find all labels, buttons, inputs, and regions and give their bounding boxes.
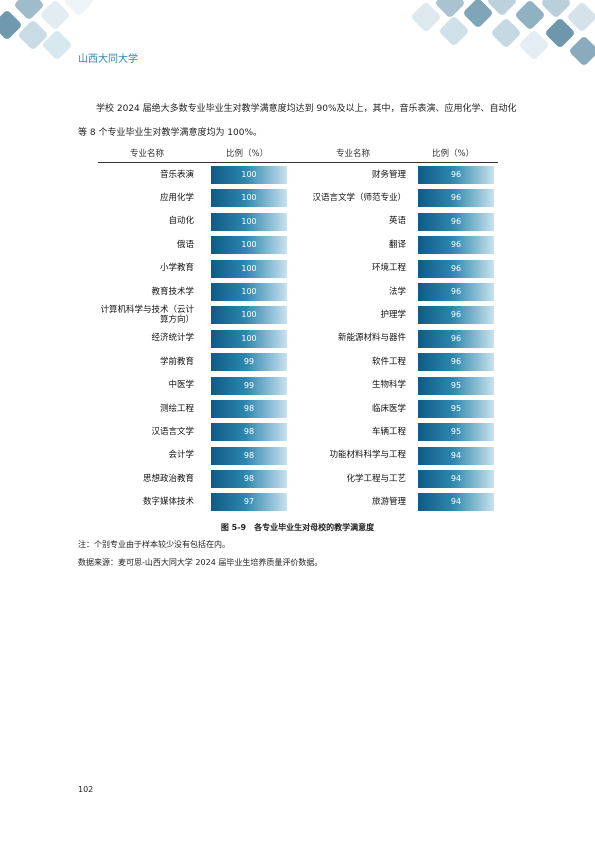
major-name: 护理学 [380, 310, 406, 321]
ratio-bar: 94 [418, 470, 494, 489]
ratio-bar: 94 [418, 493, 494, 512]
table-row: 音乐表演 100 财务管理 96 [98, 163, 498, 186]
major-name: 汉语言文学（师范专业） [312, 193, 406, 204]
ratio-bar: 99 [211, 353, 287, 372]
ratio-bar: 100 [211, 189, 287, 208]
table-row: 教育技术学 100 法学 96 [98, 280, 498, 303]
major-name: 功能材料科学与工程 [329, 450, 406, 461]
table-row: 应用化学 100 汉语言文学（师范专业） 96 [98, 186, 498, 209]
major-name: 财务管理 [371, 169, 406, 180]
table-row: 测绘工程 98 临床医学 95 [98, 397, 498, 420]
major-name: 会计学 [168, 450, 194, 461]
table-row: 小学教育 100 环境工程 96 [98, 257, 498, 280]
major-name: 旅游管理 [371, 497, 406, 508]
ratio-bar: 96 [418, 329, 494, 348]
major-name: 思想政治教育 [142, 473, 194, 484]
major-name: 学前教育 [159, 356, 194, 367]
major-name: 法学 [388, 286, 406, 297]
ratio-bar: 95 [418, 399, 494, 418]
major-name: 数字媒体技术 [142, 497, 194, 508]
ratio-bar: 94 [418, 446, 494, 465]
header-major-right: 专业名称 [336, 149, 371, 159]
major-name: 小学教育 [159, 263, 194, 274]
table-row: 中医学 99 生物科学 95 [98, 374, 498, 397]
table-row: 学前教育 99 软件工程 96 [98, 350, 498, 373]
major-name: 俄语 [176, 239, 194, 250]
header-ratio-right: 比例（%） [432, 149, 475, 159]
ratio-bar: 97 [211, 493, 287, 512]
page-number: 102 [78, 785, 94, 794]
major-name: 环境工程 [371, 263, 406, 274]
ratio-bar: 98 [211, 446, 287, 465]
ratio-bar: 100 [211, 329, 287, 348]
ratio-bar: 100 [211, 212, 287, 231]
major-name: 生物科学 [371, 380, 406, 391]
ratio-bar: 100 [211, 306, 287, 325]
table-body: 音乐表演 100 财务管理 96 应用化学 100 汉语言文学（师范专业） 96 自动化 100 英… [98, 163, 498, 514]
footnote: 注：个别专业由于样本较少没有包括在内。 [78, 540, 230, 549]
table-row: 俄语 100 翻译 96 [98, 233, 498, 256]
ratio-bar: 95 [418, 376, 494, 395]
table-row: 思想政治教育 98 化学工程与工艺 94 [98, 467, 498, 490]
ratio-bar: 96 [418, 353, 494, 372]
ratio-bar: 100 [211, 282, 287, 301]
major-name: 自动化 [168, 216, 194, 227]
major-name: 临床医学 [371, 403, 406, 414]
ratio-bar: 100 [211, 166, 287, 184]
ratio-bar: 98 [211, 470, 287, 489]
satisfaction-table: 专业名称 比例（%） 专业名称 比例（%） 音乐表演 100 财务管理 96 应用化学 1… [98, 145, 498, 514]
major-name: 新能源材料与器件 [337, 333, 406, 344]
data-source: 数据来源：麦可思-山西大同大学 2024 届毕业生培养质量评价数据。 [78, 558, 323, 567]
ratio-bar: 96 [418, 306, 494, 325]
major-name: 英语 [388, 216, 406, 227]
table-header: 专业名称 比例（%） 专业名称 比例（%） [98, 145, 498, 163]
major-name: 车辆工程 [371, 426, 406, 437]
table-row: 计算机科学与技术（云计算方向） 100 护理学 96 [98, 303, 498, 326]
major-name: 翻译 [388, 239, 406, 250]
ratio-bar: 96 [418, 236, 494, 255]
ratio-bar: 96 [418, 282, 494, 301]
table-row: 汉语言文学 98 车辆工程 95 [98, 420, 498, 443]
figure-caption: 图 5-9 各专业毕业生对母校的教学满意度 [220, 523, 375, 532]
major-name: 中医学 [168, 380, 194, 391]
header-major-left: 专业名称 [130, 149, 165, 159]
major-name: 化学工程与工艺 [346, 473, 406, 484]
header-decoration-right [395, 0, 595, 80]
header-ratio-left: 比例（%） [226, 149, 269, 159]
major-name: 测绘工程 [159, 403, 194, 414]
table-row: 自动化 100 英语 96 [98, 210, 498, 233]
major-name: 软件工程 [371, 356, 406, 367]
major-name: 应用化学 [159, 193, 194, 204]
ratio-bar: 98 [211, 423, 287, 442]
major-name: 教育技术学 [151, 286, 194, 297]
ratio-bar: 96 [418, 212, 494, 231]
ratio-bar: 96 [418, 189, 494, 208]
ratio-bar: 100 [211, 236, 287, 255]
university-name: 山西大同大学 [78, 54, 138, 65]
table-row: 数字媒体技术 97 旅游管理 94 [98, 490, 498, 513]
ratio-bar: 96 [418, 259, 494, 278]
table-row: 会计学 98 功能材料科学与工程 94 [98, 444, 498, 467]
ratio-bar: 95 [418, 423, 494, 442]
ratio-bar: 99 [211, 376, 287, 395]
major-name: 计算机科学与技术（云计算方向） [100, 305, 194, 326]
major-name: 音乐表演 [159, 169, 194, 180]
major-name: 经济统计学 [151, 333, 194, 344]
ratio-bar: 96 [418, 166, 494, 184]
major-name: 汉语言文学 [151, 426, 194, 437]
table-row: 经济统计学 100 新能源材料与器件 96 [98, 327, 498, 350]
ratio-bar: 98 [211, 399, 287, 418]
intro-paragraph: 学校 2024 届绝大多数专业毕业生对教学满意度均达到 90%及以上，其中，音乐… [78, 104, 517, 138]
ratio-bar: 100 [211, 259, 287, 278]
